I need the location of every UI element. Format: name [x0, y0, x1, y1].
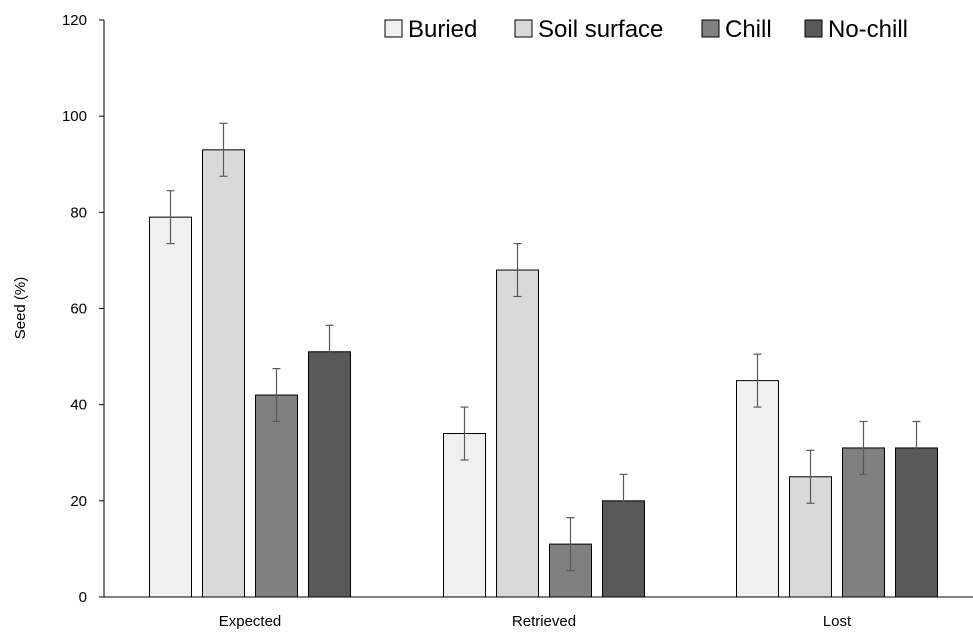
legend-swatch-no-chill [804, 19, 823, 38]
legend-swatch-chill [701, 19, 720, 38]
x-tick-label-lost: Lost [823, 613, 852, 630]
error-bar-soil-surface-lost [806, 449, 815, 504]
y-tick-label-120: 120 [62, 12, 87, 29]
bar-buried-retrieved [443, 433, 486, 598]
x-tick-label-expected: Expected [219, 613, 282, 630]
error-bar-chill-expected [272, 368, 281, 423]
y-tick-label-60: 60 [70, 301, 87, 318]
error-bar-soil-surface-expected [219, 122, 228, 177]
legend-label-chill: Chill [725, 16, 772, 43]
legend-swatch-soil-surface [514, 19, 533, 38]
y-tick-label-40: 40 [70, 397, 87, 414]
bar-no-chill-expected [308, 351, 351, 598]
error-bar-no-chill-retrieved [619, 473, 628, 528]
legend-label-soil-surface: Soil surface [538, 16, 663, 43]
legend-swatch-buried [384, 19, 403, 38]
error-bar-soil-surface-retrieved [513, 242, 522, 298]
bar-buried-expected [149, 216, 192, 598]
y-tick-label-0: 0 [79, 589, 87, 606]
y-tick-label-100: 100 [62, 108, 87, 125]
x-tick-label-retrieved: Retrieved [512, 613, 576, 630]
bar-soil-surface-retrieved [496, 269, 539, 598]
y-axis-title: Seed (%) [12, 277, 29, 340]
error-bar-no-chill-lost [912, 420, 921, 475]
bar-soil-surface-expected [202, 149, 245, 598]
bar-buried-lost [736, 380, 779, 598]
y-tick-label-80: 80 [70, 204, 87, 221]
y-tick-label-20: 20 [70, 493, 87, 510]
error-bar-buried-expected [166, 190, 175, 245]
error-bar-buried-lost [753, 353, 762, 408]
error-bar-buried-retrieved [460, 406, 469, 461]
bar-chill-expected [255, 394, 298, 598]
legend-label-buried: Buried [408, 16, 477, 43]
error-bar-chill-lost [859, 420, 868, 475]
legend-label-no-chill: No-chill [828, 16, 908, 43]
error-bar-no-chill-expected [325, 324, 334, 379]
error-bar-chill-retrieved [566, 517, 575, 572]
